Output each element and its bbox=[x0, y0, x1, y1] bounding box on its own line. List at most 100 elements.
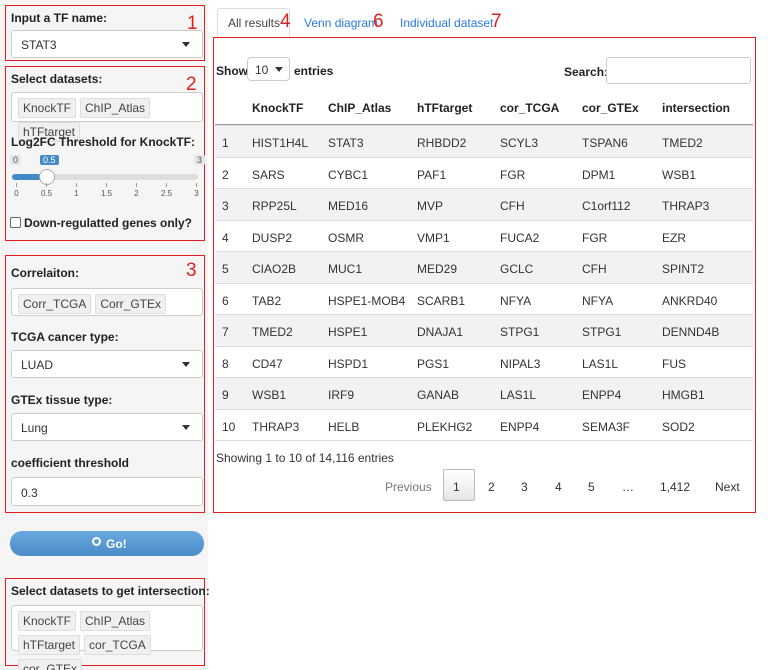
table-cell: THRAP3 bbox=[252, 419, 300, 434]
tag: ChIP_Atlas bbox=[80, 98, 151, 118]
table-cell: 10 bbox=[222, 419, 236, 434]
table-cell: IRF9 bbox=[328, 388, 355, 402]
table-cell: HSPD1 bbox=[328, 356, 369, 371]
table-cell: PAF1 bbox=[417, 167, 447, 182]
select-value: Lung bbox=[21, 421, 48, 435]
tab[interactable]: Venn diagram bbox=[304, 16, 379, 30]
table-row: 7 TMED2 HSPE1 DNAJA1 STPG1 STPG1 DENND4B bbox=[215, 314, 753, 346]
table-cell: SOD2 bbox=[662, 419, 695, 434]
slider-tick bbox=[76, 183, 77, 187]
slider-min: 0 bbox=[10, 155, 22, 165]
results-box bbox=[213, 37, 756, 513]
field-label: Input a TF name: bbox=[11, 11, 107, 25]
table-cell: OSMR bbox=[328, 230, 364, 245]
table-cell: MED16 bbox=[328, 199, 369, 213]
select-value: LUAD bbox=[21, 358, 54, 372]
slider-track bbox=[12, 174, 198, 180]
table-cell: NFYA bbox=[500, 293, 532, 308]
page-button[interactable]: 3 bbox=[521, 480, 528, 494]
current-page bbox=[443, 469, 475, 501]
slider-tick bbox=[16, 183, 17, 187]
length-select[interactable]: 10 bbox=[247, 57, 290, 81]
slider-tick bbox=[46, 183, 47, 187]
checkbox[interactable] bbox=[10, 217, 21, 228]
page-button[interactable]: … bbox=[622, 480, 634, 494]
checkbox-label: Down-regulatted genes only? bbox=[24, 216, 193, 230]
tab[interactable]: All results bbox=[228, 16, 281, 30]
go-button[interactable]: Go! bbox=[10, 531, 204, 556]
select-value: STAT3 bbox=[21, 38, 57, 52]
table-cell: FUCA2 bbox=[500, 230, 540, 245]
select-caret bbox=[182, 362, 190, 367]
page-button[interactable]: 1 bbox=[453, 480, 460, 494]
table-cell: 1 bbox=[222, 136, 229, 150]
table-row: 8 CD47 HSPD1 PGS1 NIPAL3 LAS1L FUS bbox=[215, 345, 753, 378]
table-cell: VMP1 bbox=[417, 230, 450, 245]
slider-thumb[interactable] bbox=[39, 169, 55, 185]
tag: hTFtarget bbox=[18, 122, 81, 142]
table-row: 6 TAB2 HSPE1-MOB4 SCARB1 NFYA NFYA ANKRD40 bbox=[215, 282, 753, 315]
table-cell: 2 bbox=[222, 167, 229, 182]
table-cell: HMGB1 bbox=[662, 388, 705, 402]
table-cell: 4 bbox=[222, 230, 229, 245]
active-tab bbox=[217, 8, 290, 38]
select-value: 10 bbox=[255, 63, 269, 77]
table-cell: SARS bbox=[252, 167, 285, 182]
table-cell: WSB1 bbox=[252, 388, 287, 402]
field-label: Log2FC Threshold for KnockTF: bbox=[11, 135, 195, 149]
tag: cor_TCGA bbox=[84, 635, 151, 655]
panel-box bbox=[5, 5, 205, 61]
slider-tick-label: 3 bbox=[194, 189, 199, 198]
length-label: Show bbox=[216, 64, 248, 78]
page-button[interactable]: 5 bbox=[588, 480, 595, 494]
table-cell: FGR bbox=[500, 167, 526, 182]
field-label: coefficient threshold bbox=[11, 456, 130, 470]
table-cell: MED29 bbox=[417, 262, 458, 276]
table-cell: STPG1 bbox=[582, 325, 622, 339]
table-cell: TSPAN6 bbox=[582, 136, 628, 150]
table-cell: THRAP3 bbox=[662, 199, 710, 213]
table-cell: ENPP4 bbox=[500, 419, 540, 434]
coef-input[interactable]: 0.3 bbox=[11, 477, 203, 506]
table-cell: RPP25L bbox=[252, 199, 297, 213]
tcga-select[interactable]: LUAD bbox=[11, 350, 203, 378]
table-cell: 8 bbox=[222, 356, 229, 371]
table-row: 10 THRAP3 HELB PLEKHG2 ENPP4 SEMA3F SOD2 bbox=[215, 408, 753, 441]
table-cell: CFH bbox=[582, 262, 607, 276]
page-button[interactable]: Previous bbox=[385, 480, 432, 494]
datasets-input[interactable]: KnockTF ChIP_Atlas hTFtarget bbox=[11, 92, 203, 142]
tag: Corr_GTEx bbox=[95, 294, 167, 314]
table-row: 3 RPP25L MED16 MVP CFH C1orf112 THRAP3 bbox=[215, 188, 753, 220]
table-cell: FUS bbox=[662, 356, 686, 371]
table-cell: NIPAL3 bbox=[500, 356, 541, 371]
page-button[interactable]: 2 bbox=[488, 480, 495, 494]
page-button[interactable]: 4 bbox=[555, 480, 562, 494]
slider-tick bbox=[166, 183, 167, 187]
select-caret bbox=[182, 42, 190, 47]
field-label: TCGA cancer type: bbox=[11, 330, 119, 344]
table-cell: GCLC bbox=[500, 262, 534, 276]
table-cell: MVP bbox=[417, 199, 444, 213]
table-cell: 6 bbox=[222, 293, 229, 308]
table-cell: TMED2 bbox=[662, 136, 703, 150]
table-cell: HSPE1-MOB4 bbox=[328, 293, 406, 308]
tf-select[interactable]: STAT3 bbox=[11, 30, 203, 58]
column-header: hTFtarget bbox=[417, 101, 473, 115]
tag: Corr_TCGA bbox=[18, 294, 92, 314]
correlation-input[interactable]: Corr_TCGA Corr_GTEx bbox=[11, 288, 203, 316]
intersection-input[interactable]: KnockTF ChIP_Atlas hTFtarget cor_TCGA cor_GT… bbox=[11, 605, 203, 670]
tab[interactable]: Individual dataset bbox=[400, 16, 494, 30]
field-label: Select datasets to get intersection: bbox=[11, 584, 210, 598]
page-button[interactable]: 1,412 bbox=[660, 480, 691, 494]
table-cell: PGS1 bbox=[417, 356, 450, 371]
page-button[interactable]: Next bbox=[715, 480, 740, 494]
gtex-select[interactable]: Lung bbox=[11, 413, 203, 441]
table-cell: GANAB bbox=[417, 388, 460, 402]
table-cell: EZR bbox=[662, 230, 686, 245]
table-cell: 3 bbox=[222, 199, 229, 213]
slider-fill bbox=[12, 174, 48, 180]
search-input[interactable] bbox=[606, 57, 751, 84]
tag: hTFtarget bbox=[18, 635, 81, 655]
table-cell: HIST1H4L bbox=[252, 136, 309, 150]
